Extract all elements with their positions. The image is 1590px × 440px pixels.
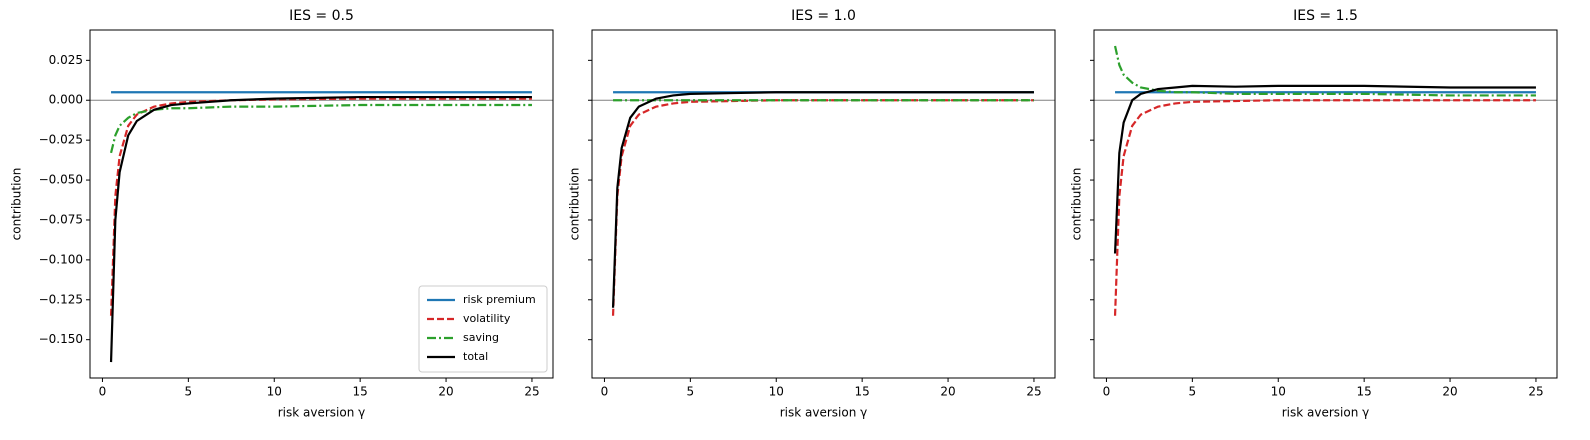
x-tick-label: 25: [1026, 385, 1041, 399]
series-line: [1113, 45, 1536, 97]
x-tick-label: 20: [1442, 385, 1457, 399]
x-tick-label: 10: [1271, 385, 1286, 399]
x-tick-label: 5: [1189, 385, 1197, 399]
y-tick-label: 0.000: [49, 93, 83, 107]
x-tick-label: 20: [438, 385, 453, 399]
legend-label: volatility: [463, 312, 511, 325]
x-tick-label: 10: [769, 385, 784, 399]
plot-frame: [89, 29, 554, 379]
x-tick-label: 0: [99, 385, 107, 399]
x-tick-label: 20: [940, 385, 955, 399]
x-axis-label: risk aversion γ: [1282, 406, 1370, 420]
series-line: [611, 99, 1034, 316]
x-tick-label: 25: [524, 385, 539, 399]
panel-title: IES = 1.0: [791, 8, 856, 24]
x-tick-label: 15: [353, 385, 368, 399]
x-tick-label: 15: [1357, 385, 1372, 399]
x-tick-label: 0: [601, 385, 609, 399]
y-tick-label: −0.150: [39, 332, 83, 346]
y-axis-label: contribution: [10, 168, 24, 241]
x-tick-label: 5: [185, 385, 193, 399]
y-axis-label: contribution: [1070, 168, 1084, 241]
series-line: [109, 103, 532, 154]
x-tick-label: 10: [267, 385, 282, 399]
legend-label: total: [463, 350, 488, 363]
y-tick-label: −0.075: [39, 212, 83, 226]
series-line: [109, 97, 532, 316]
y-tick-label: −0.100: [39, 252, 83, 266]
series-line: [611, 91, 1034, 308]
y-axis-label: contribution: [568, 168, 582, 241]
x-tick-label: 25: [1528, 385, 1543, 399]
x-axis-label: risk aversion γ: [278, 406, 366, 420]
x-tick-label: 0: [1103, 385, 1111, 399]
x-tick-label: 5: [687, 385, 695, 399]
legend-label: saving: [463, 331, 499, 344]
plot-frame: [591, 29, 1056, 379]
plot-frame: [1093, 29, 1558, 379]
y-tick-label: −0.025: [39, 133, 83, 147]
y-tick-label: −0.050: [39, 173, 83, 187]
x-axis-label: risk aversion γ: [780, 406, 868, 420]
legend-label: risk premium: [463, 293, 536, 306]
y-tick-label: 0.025: [49, 53, 83, 67]
panel-title: IES = 0.5: [289, 8, 354, 24]
x-tick-label: 15: [855, 385, 870, 399]
legend-box: [418, 285, 548, 373]
y-tick-label: −0.125: [39, 292, 83, 306]
series-line: [1113, 84, 1536, 254]
panel-title: IES = 1.5: [1293, 8, 1358, 24]
series-line: [109, 95, 532, 363]
series-line: [1113, 99, 1536, 316]
